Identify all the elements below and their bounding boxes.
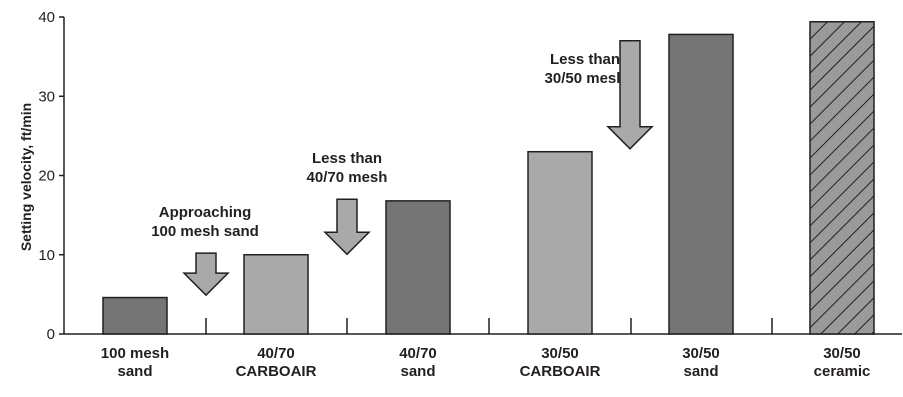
bar <box>243 254 309 335</box>
down-arrow <box>182 252 230 297</box>
bar <box>809 21 875 335</box>
x-tick-label: 100 mesh <box>101 345 169 362</box>
bar <box>527 150 593 335</box>
annotation-label: 30/50 mesh <box>545 70 626 87</box>
y-tick-label: 10 <box>38 247 55 264</box>
annotation-label: Approaching <box>159 204 252 221</box>
annotation-label: 100 mesh sand <box>151 223 259 240</box>
x-tick-label: 30/50 <box>823 345 861 362</box>
annotation-label: Less than <box>550 51 620 68</box>
annotation-label: Less than <box>312 150 382 167</box>
bar <box>385 200 451 335</box>
y-tick-label: 20 <box>38 168 55 185</box>
y-tick-label: 0 <box>47 326 55 343</box>
x-tick-label: sand <box>117 363 152 380</box>
down-arrow <box>323 198 371 256</box>
x-tick-label: sand <box>683 363 718 380</box>
x-tick-label: 40/70 <box>257 345 295 362</box>
annotation-label: 40/70 mesh <box>307 169 388 186</box>
y-tick-label: 40 <box>38 9 55 26</box>
x-tick-label: CARBOAIR <box>236 363 317 380</box>
x-tick-label: CARBOAIR <box>520 363 601 380</box>
x-tick-label: sand <box>400 363 435 380</box>
x-tick-label: 40/70 <box>399 345 437 362</box>
bar <box>102 296 168 335</box>
down-arrow <box>606 40 654 150</box>
y-tick-label: 30 <box>38 88 55 105</box>
x-tick-label: ceramic <box>814 363 871 380</box>
x-tick-label: 30/50 <box>541 345 579 362</box>
y-axis-label: Setting velocity, ft/min <box>18 103 34 251</box>
x-tick-label: 30/50 <box>682 345 720 362</box>
bar <box>668 33 734 335</box>
